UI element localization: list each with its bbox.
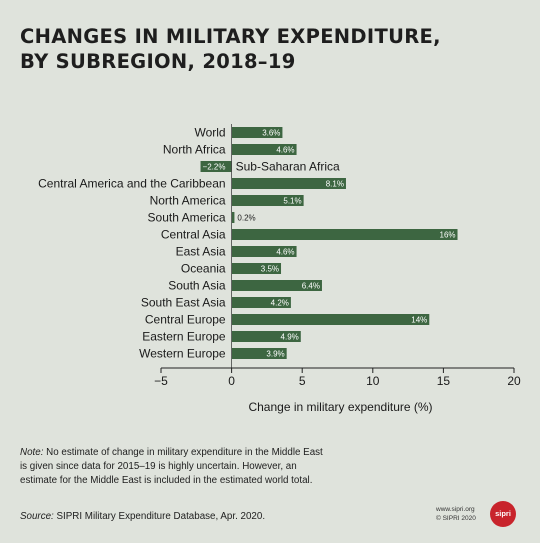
value-label: 8.1% [326,180,344,189]
source-text: SIPRI Military Expenditure Database, Apr… [53,511,266,522]
credits: www.sipri.org © SIPRI 2020 [436,505,476,523]
note-text: No estimate of change in military expend… [20,447,323,486]
source-line: Source: SIPRI Military Expenditure Datab… [20,511,265,522]
bar-row: Central Europe 14% [145,313,430,327]
bar-row: South America 0.2% [148,211,256,225]
value-label: 4.6% [276,248,294,257]
bar [231,263,282,274]
value-label: −2.2% [203,163,226,172]
bar-row: Central Asia 16% [161,228,458,242]
source-label: Source: [20,511,54,522]
category-label: East Asia [176,245,226,259]
value-label: 3.6% [262,129,280,138]
category-label: North Africa [163,143,226,157]
category-label: Central Europe [145,313,226,327]
bar [231,280,322,291]
category-label: Central America and the Caribbean [38,177,225,191]
value-label: 14% [411,316,427,325]
value-label: 3.5% [261,265,279,274]
category-label: World [194,126,225,140]
bar [231,314,430,325]
bar [231,195,304,206]
bar-chart: World 3.6% North Africa 4.6% Sub-Saharan Afr… [38,124,521,414]
bar-row: Oceania 3.5% [181,262,282,276]
bar [231,127,283,138]
value-label: 4.9% [281,333,299,342]
x-tick-label: 5 [299,374,306,388]
note-label: Note: [20,447,44,458]
value-label: 0.2% [237,214,255,223]
x-tick-label: 0 [228,374,235,388]
bar-row: Eastern Europe 4.9% [142,330,301,344]
value-label: 16% [440,231,456,240]
value-label: 5.1% [283,197,301,206]
value-label: 4.2% [271,299,289,308]
category-label: North America [150,194,226,208]
category-label: Sub-Saharan Africa [236,160,340,174]
value-label: 3.9% [266,350,284,359]
bar-row: North Africa 4.6% [163,143,297,157]
bar-row: Western Europe 3.9% [139,347,287,361]
bar [200,161,232,172]
bar [231,144,297,155]
credits-url: www.sipri.org [436,506,475,513]
chart-title: CHANGES IN MILITARY EXPENDITURE, BY SUBR… [20,24,520,74]
bar-row: World 3.6% [194,126,283,140]
bar [231,212,235,223]
category-label: Western Europe [139,347,226,361]
chart-title-line-1: CHANGES IN MILITARY EXPENDITURE, [20,25,441,48]
bar-row: Sub-Saharan Africa −2.2% [200,160,340,174]
x-tick-label: 20 [507,374,521,388]
chart-title-line-2: BY SUBREGION, 2018–19 [20,50,296,73]
sipri-logo: sipri [490,501,516,527]
bar [231,246,297,257]
bar [231,331,301,342]
category-label: Central Asia [161,228,226,242]
value-label: 6.4% [302,282,320,291]
bar-row: Central America and the Caribbean 8.1% [38,177,346,191]
category-label: South America [148,211,226,225]
bar [231,348,287,359]
x-axis-title: Change in military expenditure (%) [248,400,432,414]
bar-row: East Asia 4.6% [176,245,297,259]
bar-row: South Asia 6.4% [168,279,322,293]
category-label: Eastern Europe [142,330,226,344]
bar [231,297,291,308]
x-tick-label: 15 [437,374,451,388]
credits-copyright: © SIPRI 2020 [436,515,476,522]
value-label: 4.6% [276,146,294,155]
x-tick-label: 10 [366,374,380,388]
category-label: South Asia [168,279,226,293]
bar [231,229,458,240]
footnote: Note: No estimate of change in military … [20,446,330,488]
x-tick-label: −5 [154,374,168,388]
bar-row: South East Asia 4.2% [141,296,291,310]
category-label: South East Asia [141,296,226,310]
category-label: Oceania [181,262,226,276]
bar [231,178,346,189]
bar-row: North America 5.1% [150,194,304,208]
